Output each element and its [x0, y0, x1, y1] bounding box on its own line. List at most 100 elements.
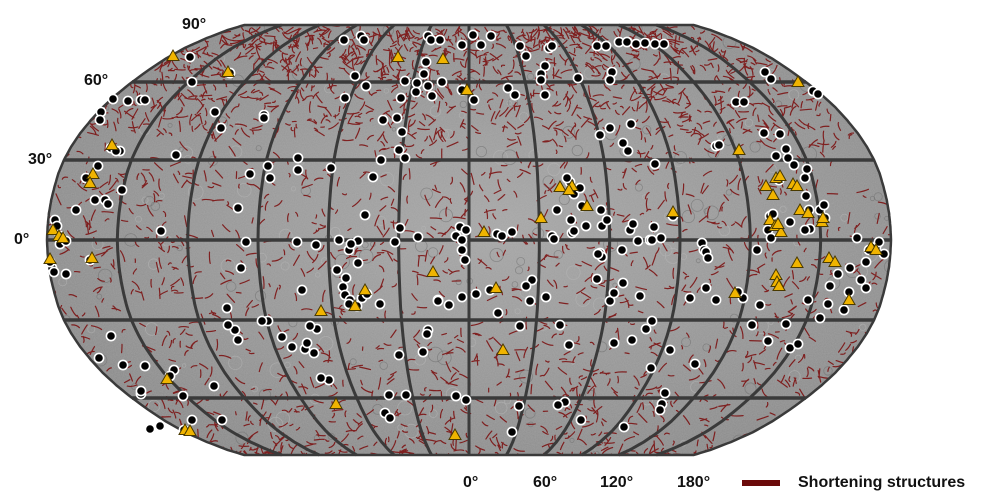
circle-marker [377, 114, 389, 126]
circle-marker [360, 80, 372, 92]
circle-marker [276, 331, 288, 343]
circle-marker [393, 349, 405, 361]
circle-marker [410, 86, 422, 98]
circle-marker [801, 163, 813, 175]
circle-marker [468, 94, 480, 106]
circle-marker [822, 298, 834, 310]
circle-marker [338, 34, 350, 46]
circle-marker [400, 389, 412, 401]
circle-marker [595, 204, 607, 216]
circle-marker [434, 34, 446, 46]
circle-marker [563, 339, 575, 351]
latitude-label: 30° [28, 151, 53, 168]
circle-marker [580, 220, 592, 232]
circle-marker [646, 234, 658, 246]
circle-marker [286, 341, 298, 353]
circle-marker [600, 40, 612, 52]
triangle-marker [489, 280, 503, 293]
circle-marker [855, 274, 867, 286]
circle-marker [244, 168, 256, 180]
circle-marker [540, 291, 552, 303]
circle-marker [264, 172, 276, 184]
circle-marker [492, 307, 504, 319]
circle-marker [70, 204, 82, 216]
triangle-marker [160, 371, 174, 384]
triangle-marker [183, 423, 197, 436]
circle-marker [535, 74, 547, 86]
triangle-marker [580, 198, 594, 211]
circle-marker [432, 295, 444, 307]
longitude-label: 120° [600, 474, 634, 491]
circle-marker [758, 127, 770, 139]
triangle-marker [774, 224, 788, 237]
circle-marker [548, 233, 560, 245]
circle-marker [514, 40, 526, 52]
triangle-marker [348, 298, 362, 311]
triangle-marker [772, 278, 786, 291]
circle-marker [634, 290, 646, 302]
triangle-marker [83, 175, 97, 188]
circle-marker [608, 337, 620, 349]
triangle-marker [822, 250, 836, 263]
circle-marker [107, 93, 119, 105]
circle-marker [412, 231, 424, 243]
triangle-marker [221, 64, 235, 77]
circle-marker [450, 390, 462, 402]
circle-marker [394, 222, 406, 234]
triangle-marker [448, 427, 462, 440]
circle-marker [358, 34, 370, 46]
circle-marker [520, 280, 532, 292]
circle-marker [359, 209, 371, 221]
circle-marker [710, 294, 722, 306]
circle-marker [616, 244, 628, 256]
circle-marker [618, 421, 630, 433]
triangle-marker [790, 255, 804, 268]
circle-marker [646, 315, 658, 327]
circle-marker [649, 158, 661, 170]
circle-marker [325, 162, 337, 174]
circle-marker [396, 126, 408, 138]
circle-marker [184, 51, 196, 63]
circle-marker [649, 38, 661, 50]
circle-marker [399, 75, 411, 87]
circle-marker [594, 129, 606, 141]
circle-marker [209, 106, 221, 118]
circle-marker [144, 423, 156, 435]
circle-marker [784, 216, 796, 228]
circle-marker [702, 252, 714, 264]
circle-marker [384, 412, 396, 424]
circle-marker [60, 268, 72, 280]
circle-marker [770, 150, 782, 162]
circle-marker [546, 40, 558, 52]
circle-marker [800, 190, 812, 202]
circle-marker [765, 232, 777, 244]
triangle-marker [56, 230, 70, 243]
circle-marker [475, 39, 487, 51]
circle-marker [551, 204, 563, 216]
circle-marker [436, 76, 448, 88]
triangle-marker [793, 202, 807, 215]
triangle-marker [496, 342, 510, 355]
circle-marker [154, 420, 166, 432]
circle-marker [418, 68, 430, 80]
triangle-marker [329, 396, 343, 409]
triangle-marker [46, 222, 60, 235]
circle-marker [186, 76, 198, 88]
circle-marker [802, 294, 814, 306]
circle-marker [256, 315, 268, 327]
latitude-label: 90° [182, 16, 207, 33]
circle-marker [155, 225, 167, 237]
circle-marker [591, 40, 603, 52]
circle-marker [221, 302, 233, 314]
circle-marker [232, 202, 244, 214]
circle-marker [349, 70, 361, 82]
triangle-marker [791, 74, 805, 87]
circle-marker [139, 94, 151, 106]
latitude-label: 0° [14, 231, 30, 248]
circle-marker [851, 232, 863, 244]
meridian-line [505, 24, 541, 456]
circle-marker [860, 256, 872, 268]
circle-marker [765, 73, 777, 85]
circle-marker [751, 244, 763, 256]
